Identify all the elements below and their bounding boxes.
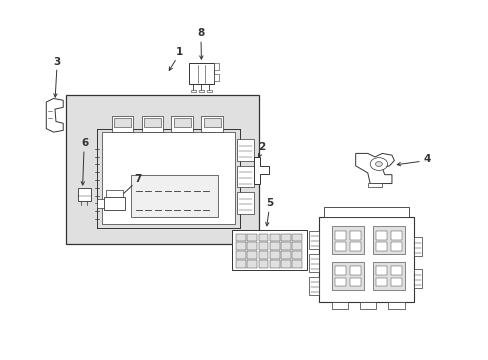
- Bar: [376, 266, 386, 275]
- Bar: [335, 231, 346, 239]
- Bar: [349, 278, 360, 286]
- Bar: [413, 237, 422, 256]
- Bar: [258, 242, 268, 250]
- Bar: [258, 234, 268, 241]
- Bar: [335, 278, 346, 286]
- Bar: [359, 302, 376, 309]
- Text: 1: 1: [175, 47, 183, 57]
- Bar: [236, 234, 245, 241]
- Bar: [237, 139, 254, 161]
- Bar: [269, 234, 279, 241]
- Bar: [207, 90, 212, 93]
- Bar: [335, 242, 346, 251]
- Polygon shape: [254, 157, 268, 184]
- Bar: [308, 254, 319, 272]
- Polygon shape: [46, 99, 63, 132]
- Bar: [292, 260, 302, 267]
- Bar: [390, 231, 401, 239]
- Bar: [141, 116, 163, 132]
- Bar: [376, 278, 386, 286]
- Bar: [324, 207, 408, 217]
- Circle shape: [375, 162, 382, 167]
- Bar: [292, 234, 302, 241]
- Bar: [111, 116, 133, 132]
- Circle shape: [369, 158, 387, 170]
- Bar: [102, 132, 234, 224]
- Bar: [258, 251, 268, 259]
- Bar: [319, 217, 413, 302]
- Bar: [367, 183, 382, 187]
- Bar: [214, 74, 219, 81]
- Bar: [390, 266, 401, 275]
- Bar: [281, 251, 290, 259]
- Bar: [413, 269, 422, 288]
- Bar: [237, 192, 254, 214]
- Bar: [281, 234, 290, 241]
- Bar: [199, 90, 203, 93]
- Bar: [390, 242, 401, 251]
- Text: 7: 7: [134, 174, 142, 184]
- Text: 5: 5: [266, 198, 273, 208]
- Bar: [114, 118, 131, 127]
- Bar: [188, 63, 214, 84]
- Bar: [372, 261, 405, 290]
- Bar: [372, 226, 405, 255]
- Bar: [65, 95, 259, 244]
- Bar: [376, 231, 386, 239]
- Bar: [232, 230, 307, 270]
- Bar: [247, 251, 257, 259]
- Polygon shape: [355, 153, 393, 184]
- Bar: [308, 277, 319, 295]
- Bar: [104, 197, 124, 210]
- Bar: [97, 199, 104, 208]
- Bar: [331, 302, 348, 309]
- Bar: [203, 118, 221, 127]
- Bar: [335, 266, 346, 275]
- Bar: [236, 260, 245, 267]
- Bar: [247, 260, 257, 267]
- Bar: [308, 231, 319, 249]
- Bar: [331, 226, 364, 255]
- Bar: [171, 116, 193, 132]
- Bar: [390, 278, 401, 286]
- Bar: [190, 90, 195, 93]
- Bar: [105, 190, 123, 197]
- Bar: [247, 234, 257, 241]
- Bar: [236, 251, 245, 259]
- Bar: [349, 242, 360, 251]
- Bar: [201, 116, 223, 132]
- Bar: [331, 261, 364, 290]
- Bar: [387, 302, 404, 309]
- Bar: [78, 188, 91, 201]
- Bar: [237, 166, 254, 187]
- Bar: [281, 242, 290, 250]
- Bar: [269, 242, 279, 250]
- Text: 6: 6: [81, 138, 88, 148]
- Bar: [174, 118, 190, 127]
- Text: 3: 3: [53, 57, 61, 67]
- Text: 2: 2: [257, 142, 264, 152]
- Bar: [214, 63, 219, 70]
- Bar: [349, 266, 360, 275]
- Bar: [292, 251, 302, 259]
- Bar: [143, 118, 161, 127]
- Bar: [281, 260, 290, 267]
- Text: 4: 4: [423, 154, 430, 165]
- Text: 8: 8: [197, 28, 204, 38]
- Bar: [258, 260, 268, 267]
- Bar: [376, 242, 386, 251]
- Bar: [247, 242, 257, 250]
- Text: 9: 9: [347, 231, 354, 241]
- Bar: [292, 242, 302, 250]
- Bar: [349, 231, 360, 239]
- Bar: [131, 175, 218, 217]
- Bar: [236, 242, 245, 250]
- Bar: [269, 251, 279, 259]
- Bar: [269, 260, 279, 267]
